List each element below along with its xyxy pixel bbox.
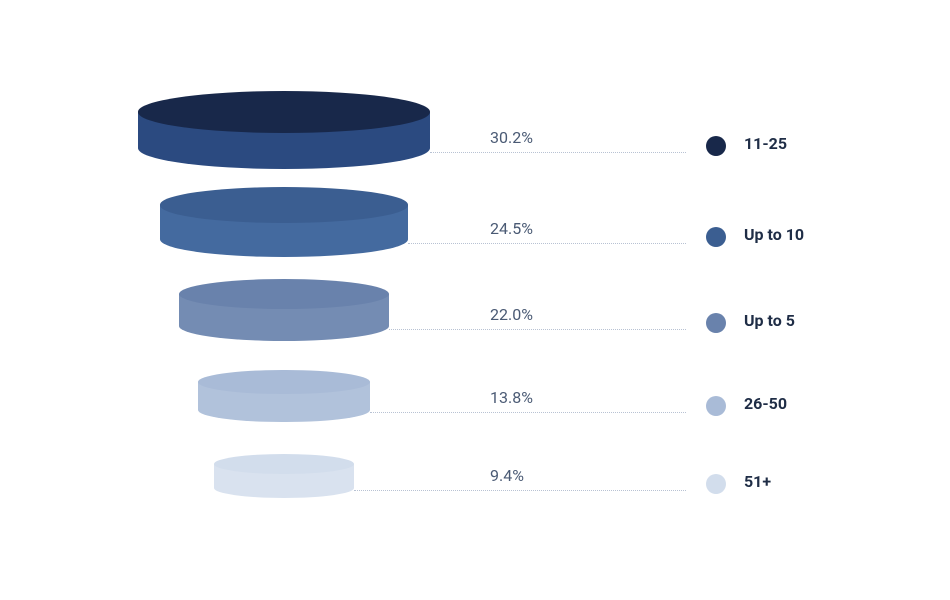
disc-top-ellipse <box>198 370 370 395</box>
leader-line <box>408 243 686 244</box>
legend-dot <box>706 227 726 247</box>
legend-dot <box>706 396 726 416</box>
funnel-disc <box>198 382 370 410</box>
segment-value: 13.8% <box>490 388 533 407</box>
segment-value: 9.4% <box>490 466 524 485</box>
funnel-disc <box>160 205 408 239</box>
disc-top-ellipse <box>214 454 354 474</box>
funnel-disc <box>214 464 354 488</box>
funnel-disc <box>138 112 430 148</box>
legend-label: 11-25 <box>744 134 787 153</box>
legend-dot <box>706 313 726 333</box>
chart-card: 30.2% 11-25 24.5% Up to 10 22.0% Up to 5 13.8%… <box>0 0 950 600</box>
disc-top-ellipse <box>138 91 430 133</box>
segment-value: 24.5% <box>490 219 533 238</box>
funnel-chart: 30.2% 11-25 24.5% Up to 10 22.0% Up to 5 13.8%… <box>0 0 950 600</box>
disc-top-ellipse <box>179 279 389 309</box>
legend-dot <box>706 136 726 156</box>
legend-label: Up to 10 <box>744 225 804 244</box>
funnel-disc <box>179 294 389 326</box>
segment-value: 22.0% <box>490 305 533 324</box>
leader-line <box>389 329 686 330</box>
legend-label: Up to 5 <box>744 311 795 330</box>
disc-top-ellipse <box>160 187 408 222</box>
leader-line <box>370 412 686 413</box>
leader-line <box>430 152 686 153</box>
segment-value: 30.2% <box>490 128 533 147</box>
legend-dot <box>706 474 726 494</box>
legend-label: 51+ <box>744 472 771 491</box>
legend-label: 26-50 <box>744 394 787 413</box>
leader-line <box>354 490 686 491</box>
